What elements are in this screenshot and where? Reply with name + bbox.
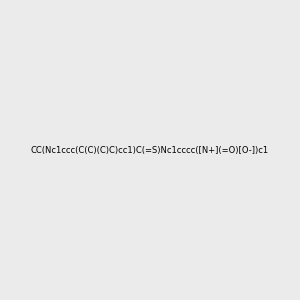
Text: CC(Nc1ccc(C(C)(C)C)cc1)C(=S)Nc1cccc([N+](=O)[O-])c1: CC(Nc1ccc(C(C)(C)C)cc1)C(=S)Nc1cccc([N+]… xyxy=(31,146,269,154)
